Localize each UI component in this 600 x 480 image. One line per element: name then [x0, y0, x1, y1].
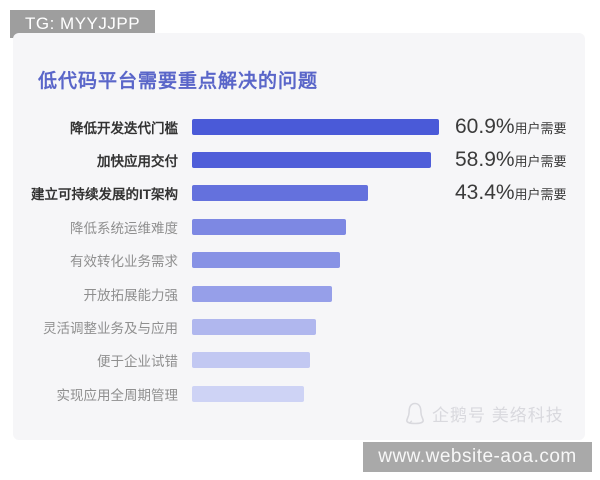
bar-row: 开放拓展能力强: [13, 277, 585, 310]
bar: [192, 252, 340, 269]
bar: [192, 319, 316, 336]
bar-category-label: 降低系统运维难度: [70, 220, 178, 236]
bar-row: 建立可持续发展的IT架构 43.4%用户需要: [13, 177, 585, 210]
bar-category-label: 灵活调整业务及与应用: [43, 321, 178, 337]
bar-row: 实现应用全周期管理: [13, 377, 585, 410]
tg-badge-label: TG: MYYJJPP: [25, 14, 141, 33]
bar-row: 有效转化业务需求: [13, 244, 585, 277]
chart-title: 低代码平台需要重点解决的问题: [38, 71, 319, 92]
chart-card: 低代码平台需要重点解决的问题 降低开发迭代门槛 60.9%用户需要 加快应用交付 58…: [13, 33, 585, 440]
bar-value-suffix: 用户需要: [514, 154, 567, 170]
website-url-bar: www.website-aoa.com: [363, 442, 592, 472]
bar: [192, 152, 431, 169]
bar: [192, 285, 332, 302]
bar-category-label: 建立可持续发展的IT架构: [31, 187, 178, 203]
bar-value-number: 58.9%: [455, 148, 515, 172]
publisher-watermark: 企鹅号 美络科技: [405, 401, 564, 426]
bar-value-label: 58.9%用户需要: [455, 148, 567, 172]
bar-category-label: 开放拓展能力强: [83, 287, 179, 303]
bar-row: 降低开发迭代门槛 60.9%用户需要: [13, 110, 585, 143]
penguin-icon: [405, 402, 425, 425]
bar-row: 降低系统运维难度: [13, 210, 585, 243]
bar: [192, 218, 346, 235]
bar-row: 加快应用交付 58.9%用户需要: [13, 143, 585, 176]
bar-category-label: 实现应用全周期管理: [56, 387, 179, 403]
bar-row: 便于企业试错: [13, 344, 585, 377]
bar-value-number: 43.4%: [455, 181, 515, 205]
bar-value-number: 60.9%: [455, 114, 515, 138]
bar: [192, 118, 439, 135]
bar-value-suffix: 用户需要: [514, 187, 567, 203]
bar: [192, 385, 304, 402]
bar-chart: 降低开发迭代门槛 60.9%用户需要 加快应用交付 58.9%用户需要 建立可持续发展的…: [13, 110, 585, 411]
bar-category-label: 有效转化业务需求: [70, 254, 178, 270]
bar-value-label: 60.9%用户需要: [455, 115, 567, 139]
website-url-text: www.website-aoa.com: [378, 446, 577, 467]
bar-category-label: 加快应用交付: [97, 154, 178, 170]
bar-value-suffix: 用户需要: [514, 120, 567, 136]
bar: [192, 185, 368, 202]
bar-category-label: 便于企业试错: [97, 354, 178, 370]
publisher-watermark-text: 企鹅号 美络科技: [432, 406, 564, 425]
bar-category-label: 降低开发迭代门槛: [70, 120, 178, 136]
bar-row: 灵活调整业务及与应用: [13, 310, 585, 343]
bar: [192, 352, 310, 369]
bar-value-label: 43.4%用户需要: [455, 181, 567, 205]
